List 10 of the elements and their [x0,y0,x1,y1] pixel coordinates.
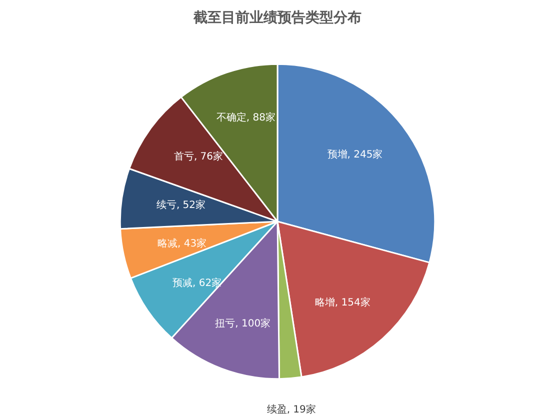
slice-label: 略减, 43家 [157,238,207,250]
slice-label: 不确定, 88家 [216,111,276,124]
slice-label: 续亏, 52家 [156,198,206,211]
chart-title: 截至目前业绩预告类型分布 [192,10,362,26]
slice-label: 续盈, 19家 [266,404,316,416]
slice-label: 预减, 62家 [172,276,222,289]
slice-label: 首亏, 76家 [174,150,224,163]
slice-label: 预增, 245家 [327,148,383,160]
slice-label: 扭亏, 100家 [215,317,271,330]
slice-label: 略增, 154家 [314,296,370,309]
